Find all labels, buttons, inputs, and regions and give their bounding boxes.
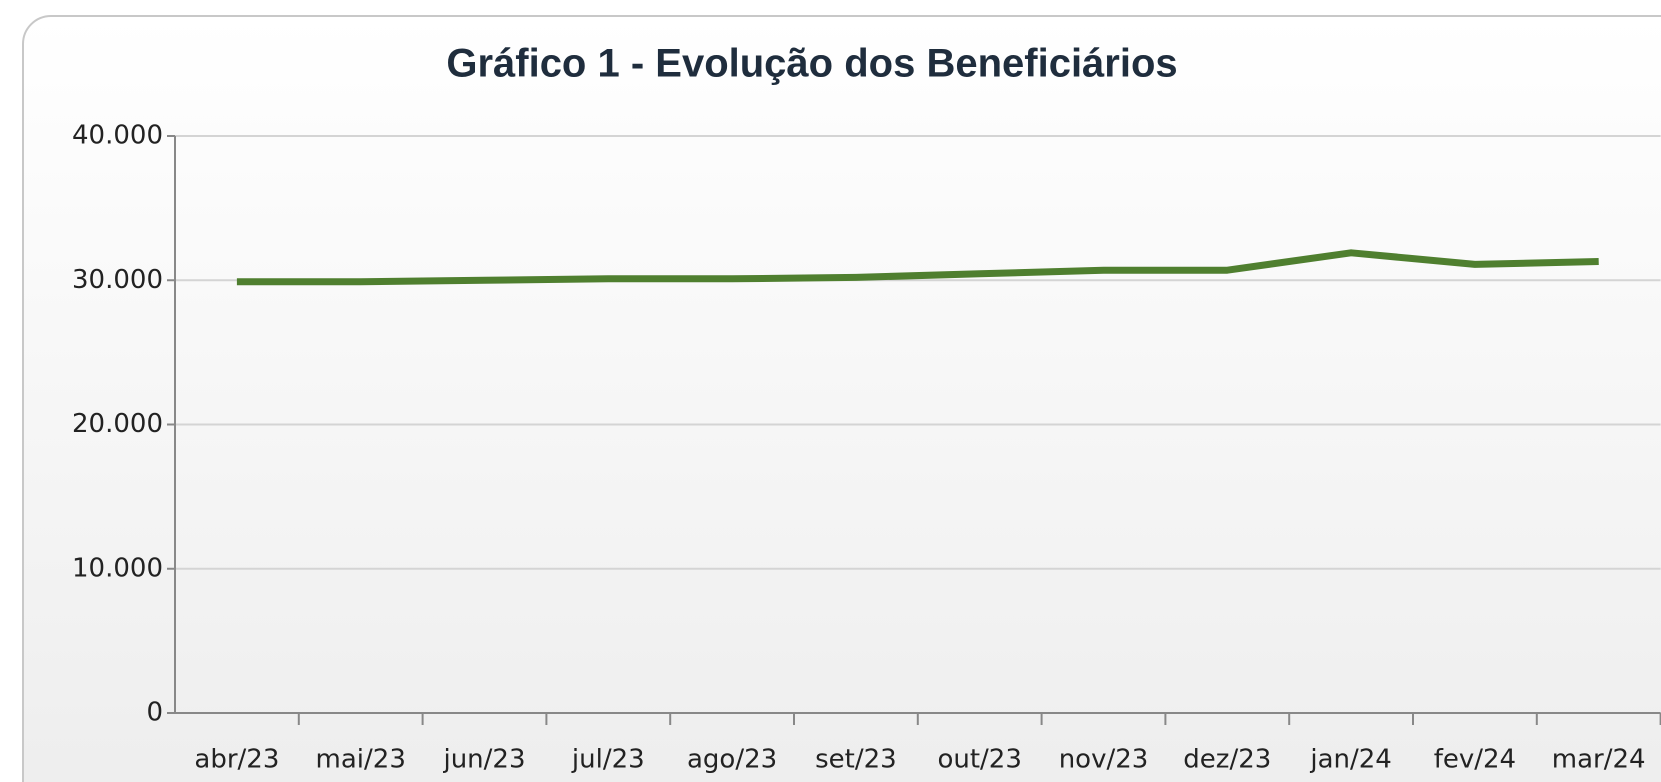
x-tick-label: abr/23 <box>194 745 279 775</box>
x-tick-label: jan/24 <box>1309 745 1391 775</box>
x-tick-label: dez/23 <box>1183 745 1271 775</box>
y-tick-label: 10.000 <box>72 553 163 583</box>
y-tick-label: 40.000 <box>72 121 163 151</box>
x-tick-label: mar/24 <box>1552 745 1646 775</box>
x-tick-label: out/23 <box>937 745 1021 775</box>
x-tick-label: jul/23 <box>571 745 645 775</box>
x-tick-label: fev/24 <box>1434 745 1516 775</box>
x-tick-label: mai/23 <box>316 745 406 775</box>
x-tick-label: ago/23 <box>687 745 777 775</box>
y-tick-label: 0 <box>146 698 163 728</box>
chart-frame <box>22 15 1661 782</box>
x-tick-label: set/23 <box>815 745 897 775</box>
x-tick-label: jun/23 <box>442 745 525 775</box>
data-line <box>236 249 1599 286</box>
x-tick-label: nov/23 <box>1059 745 1149 775</box>
y-tick-label: 20.000 <box>72 409 163 439</box>
chart-title: Gráfico 1 - Evolução dos Beneficiários <box>446 42 1177 86</box>
y-tick-label: 30.000 <box>72 265 163 295</box>
